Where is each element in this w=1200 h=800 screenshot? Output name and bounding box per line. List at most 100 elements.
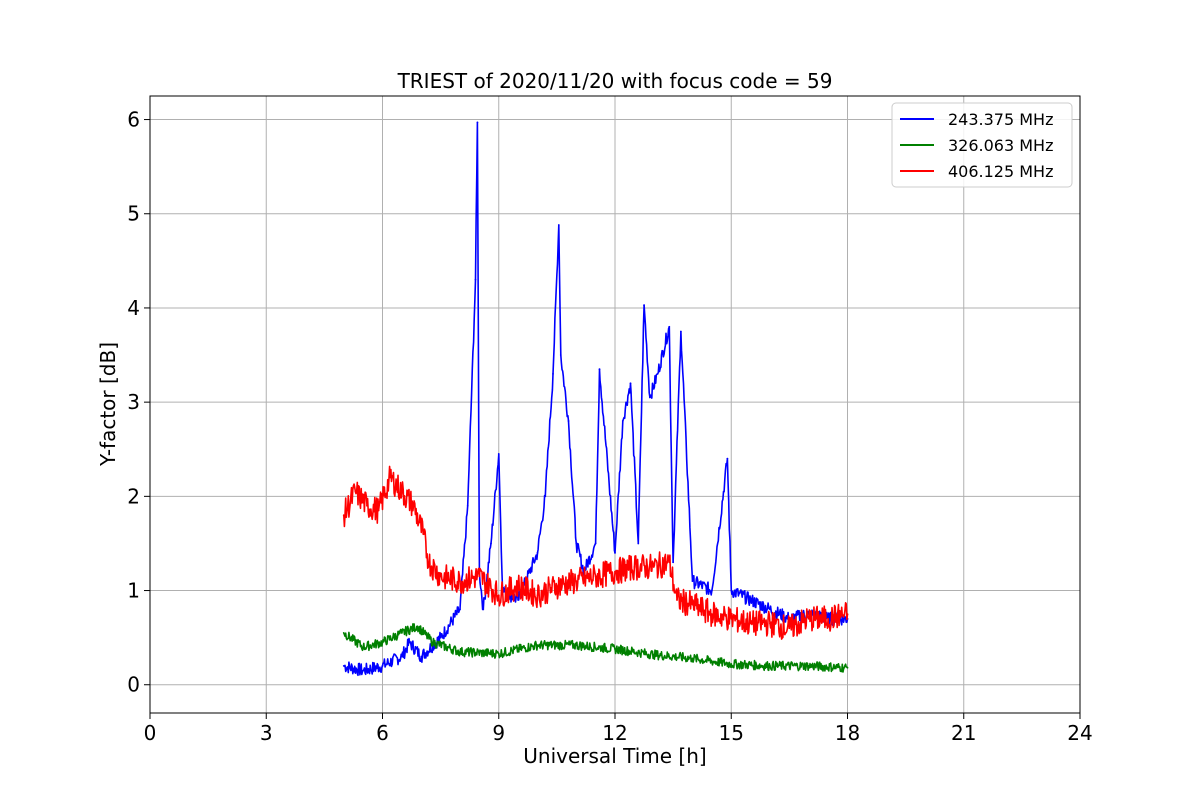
data-point xyxy=(598,368,601,371)
data-point xyxy=(788,627,791,630)
data-point xyxy=(476,121,479,124)
data-point xyxy=(846,666,849,669)
data-point xyxy=(679,330,682,333)
data-point xyxy=(497,453,500,455)
legend-label: 326.063 MHz xyxy=(948,136,1053,155)
y-axis-label: Y-factor [dB] xyxy=(96,342,120,467)
data-point xyxy=(575,542,578,545)
data-point xyxy=(362,669,365,672)
data-point xyxy=(668,325,671,328)
data-point xyxy=(459,580,461,583)
x-tick-label: 15 xyxy=(719,721,744,745)
x-tick-label: 21 xyxy=(951,721,976,745)
data-point xyxy=(710,589,713,592)
data-point xyxy=(726,457,729,460)
y-tick-label: 6 xyxy=(127,108,140,132)
data-point xyxy=(497,594,500,597)
x-tick-label: 6 xyxy=(376,721,389,745)
data-point xyxy=(769,622,771,625)
x-tick-label: 3 xyxy=(260,721,273,745)
data-point xyxy=(672,561,675,564)
data-point xyxy=(439,636,442,639)
legend-label: 406.125 MHz xyxy=(948,162,1053,181)
data-point xyxy=(769,665,771,667)
data-point xyxy=(652,566,655,568)
data-point xyxy=(575,580,578,583)
data-point xyxy=(575,644,578,647)
data-point xyxy=(497,652,500,655)
data-point xyxy=(846,613,849,615)
y-tick-label: 5 xyxy=(127,202,140,226)
x-tick-label: 24 xyxy=(1067,721,1092,745)
y-tick-label: 4 xyxy=(127,296,140,320)
data-point xyxy=(633,566,636,568)
data-point xyxy=(536,594,539,597)
data-point xyxy=(730,663,733,665)
data-point xyxy=(730,617,733,620)
series-group xyxy=(342,121,849,677)
data-point xyxy=(420,655,423,658)
data-point xyxy=(594,542,597,545)
legend-label: 243.375 MHz xyxy=(948,110,1053,129)
y-tick-label: 0 xyxy=(127,673,140,697)
data-point xyxy=(552,372,554,375)
series-line-1 xyxy=(343,623,849,673)
data-point xyxy=(676,599,678,601)
data-point xyxy=(637,542,640,545)
data-point xyxy=(643,304,645,307)
data-point xyxy=(557,224,560,226)
data-point xyxy=(408,641,411,644)
data-point xyxy=(517,584,520,587)
data-point xyxy=(559,354,562,356)
data-point xyxy=(428,561,430,564)
data-point xyxy=(807,665,810,667)
data-point xyxy=(400,655,403,658)
chart-title: TRIEST of 2020/11/20 with focus code = 5… xyxy=(397,69,833,93)
data-point xyxy=(827,617,830,620)
data-point xyxy=(544,495,547,498)
data-point xyxy=(749,622,752,625)
data-point xyxy=(656,372,659,375)
data-point xyxy=(459,608,461,611)
data-point xyxy=(354,490,357,493)
data-point xyxy=(416,625,419,628)
x-tick-label: 0 xyxy=(144,721,157,745)
data-point xyxy=(691,580,694,583)
data-point xyxy=(400,490,403,493)
data-point xyxy=(614,648,616,650)
data-point xyxy=(342,665,345,667)
data-point xyxy=(342,514,345,517)
data-point xyxy=(422,533,425,535)
legend-box xyxy=(891,102,1073,188)
data-point xyxy=(517,599,520,601)
data-point xyxy=(490,542,492,545)
data-point xyxy=(482,608,485,611)
data-point xyxy=(536,644,539,647)
data-point xyxy=(691,603,694,606)
data-point xyxy=(691,657,694,660)
data-point xyxy=(431,641,434,644)
data-point xyxy=(478,575,481,578)
data-point xyxy=(629,382,632,385)
data-point xyxy=(710,613,713,615)
data-point xyxy=(614,570,616,573)
data-point xyxy=(377,509,380,512)
data-point xyxy=(474,278,477,281)
data-point xyxy=(362,646,365,648)
y-tick-label: 3 xyxy=(127,390,140,414)
data-point xyxy=(389,476,392,479)
y-tick-label: 1 xyxy=(127,579,140,603)
data-point xyxy=(536,551,539,554)
data-point xyxy=(366,504,368,507)
data-point xyxy=(769,608,771,611)
data-point xyxy=(555,584,558,587)
data-point xyxy=(621,420,624,422)
data-point xyxy=(459,650,461,653)
data-point xyxy=(749,599,752,601)
data-point xyxy=(466,504,469,507)
data-point xyxy=(730,589,733,592)
data-point xyxy=(614,551,616,554)
x-tick-label: 18 xyxy=(835,721,860,745)
